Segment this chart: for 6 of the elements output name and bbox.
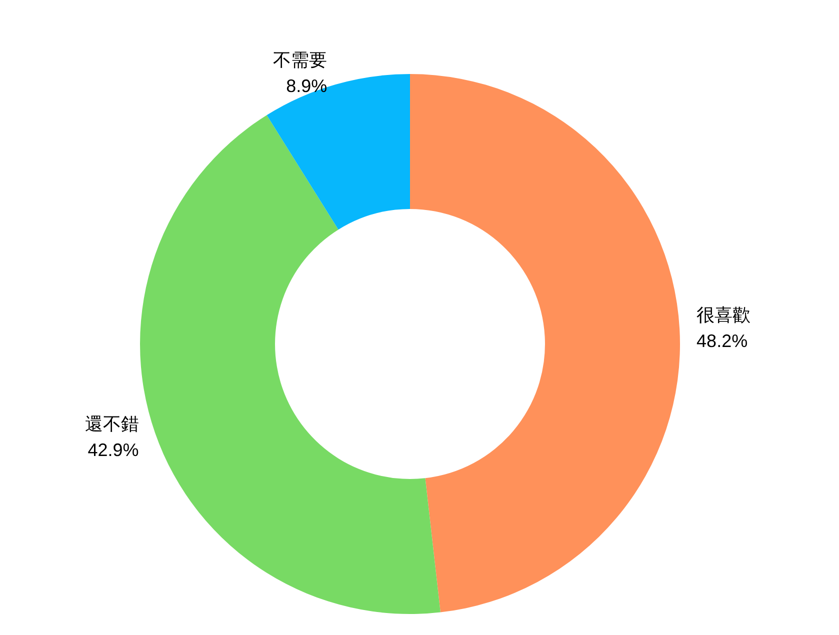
- slice-label: 不需要: [273, 50, 328, 70]
- data-label: 8.9%: [286, 76, 328, 96]
- data-label: 48.2%: [696, 331, 748, 352]
- slice-label: 還不錯: [84, 414, 139, 434]
- data-label: 42.9%: [88, 440, 139, 460]
- slice-label: 很喜歡: [696, 305, 751, 326]
